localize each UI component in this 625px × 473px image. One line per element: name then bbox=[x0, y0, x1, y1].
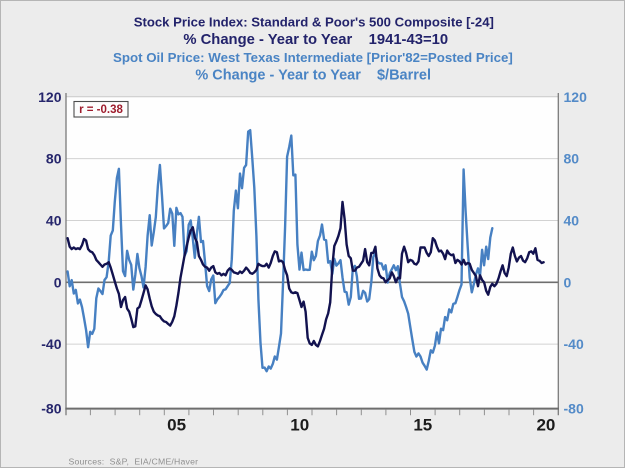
svg-text:-80: -80 bbox=[41, 401, 61, 417]
svg-text:80: 80 bbox=[46, 151, 62, 167]
svg-text:0: 0 bbox=[564, 274, 572, 290]
svg-text:05: 05 bbox=[167, 416, 186, 435]
svg-text:120: 120 bbox=[564, 89, 588, 105]
svg-text:% Change - Year to Year 194: % Change - Year to Year 1941-43=10 bbox=[183, 32, 448, 48]
svg-text:Spot Oil Price: West Texas Int: Spot Oil Price: West Texas Intermediate … bbox=[113, 50, 513, 65]
svg-text:20: 20 bbox=[536, 416, 555, 435]
svg-text:0: 0 bbox=[54, 274, 62, 290]
svg-text:10: 10 bbox=[290, 416, 309, 435]
svg-text:80: 80 bbox=[564, 151, 580, 167]
svg-text:Stock Price Index: Standard &: Stock Price Index: Standard & Poor's 500… bbox=[134, 15, 494, 30]
svg-text:-40: -40 bbox=[41, 336, 61, 352]
svg-text:-80: -80 bbox=[564, 401, 584, 417]
svg-text:15: 15 bbox=[413, 416, 432, 435]
svg-text:-40: -40 bbox=[564, 336, 584, 352]
svg-text:r = -0.38: r = -0.38 bbox=[79, 104, 123, 116]
svg-text:40: 40 bbox=[564, 213, 580, 229]
svg-text:Sources: S&P, EIA/CME/Haver: Sources: S&P, EIA/CME/Haver bbox=[69, 457, 199, 467]
svg-text:40: 40 bbox=[46, 213, 62, 229]
svg-text:120: 120 bbox=[38, 89, 62, 105]
svg-text:% Change - Year to Year $/B: % Change - Year to Year $/Barrel bbox=[195, 68, 431, 84]
